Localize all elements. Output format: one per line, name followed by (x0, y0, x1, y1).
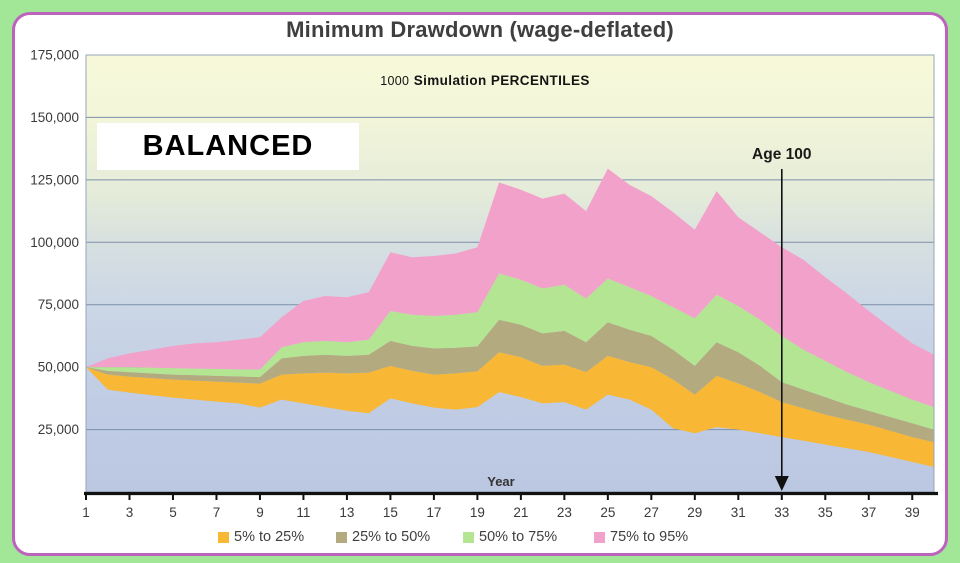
x-axis: 1 3 5 7 9 11 13 15 17 19 21 23 25 27 29 31 33 35 37 39 (82, 491, 938, 520)
x-axis-title: Year (487, 474, 515, 489)
legend-item-5-25: 5% to 25% (218, 527, 304, 547)
svg-text:31: 31 (731, 505, 746, 520)
svg-text:1: 1 (82, 505, 90, 520)
band-50-to-75- (86, 273, 934, 430)
legend-label: 5% to 25% (234, 529, 305, 545)
svg-text:33: 33 (774, 505, 789, 520)
svg-text:175,000: 175,000 (30, 48, 79, 63)
svg-text:37: 37 (861, 505, 876, 520)
svg-text:3: 3 (126, 505, 134, 520)
legend-item-50-75: 50% to 75% (463, 527, 557, 547)
subtitle-text: Simulation PERCENTILES (413, 73, 590, 88)
legend-label: 50% to 75% (479, 529, 558, 545)
svg-text:25: 25 (600, 505, 615, 520)
legend: 5% to 25% 25% to 50% 50% to 75% 75% to 9… (0, 527, 960, 549)
legend-item-25-50: 25% to 50% (336, 527, 430, 547)
svg-text:5: 5 (169, 505, 177, 520)
band-5-to-25- (86, 352, 934, 467)
svg-text:150,000: 150,000 (30, 110, 79, 125)
band-25-to-50- (86, 319, 934, 443)
svg-text:39: 39 (905, 505, 920, 520)
simulation-count: 1000 (380, 74, 410, 88)
svg-text:19: 19 (470, 505, 485, 520)
svg-text:7: 7 (213, 505, 221, 520)
svg-text:15: 15 (383, 505, 398, 520)
svg-text:125,000: 125,000 (30, 172, 79, 187)
svg-text:13: 13 (339, 505, 354, 520)
legend-label: 25% to 50% (352, 529, 431, 545)
legend-swatch-olive (336, 531, 347, 543)
svg-text:17: 17 (426, 505, 441, 520)
percentile-bands (86, 168, 934, 467)
chart-title: Minimum Drawdown (wage-deflated) (286, 17, 674, 42)
svg-text:27: 27 (644, 505, 659, 520)
svg-text:21: 21 (513, 505, 528, 520)
legend-swatch-pink (594, 531, 605, 543)
svg-text:75,000: 75,000 (38, 297, 79, 312)
legend-label: 75% to 95% (610, 529, 689, 545)
y-axis-labels: 25,000 50,000 75,000 100,000 125,000 150,000 1… (30, 48, 79, 438)
svg-text:29: 29 (687, 505, 702, 520)
svg-text:23: 23 (557, 505, 572, 520)
legend-swatch-orange (218, 531, 229, 543)
svg-text:100,000: 100,000 (30, 235, 79, 250)
svg-text:25,000: 25,000 (38, 422, 79, 437)
legend-item-75-95: 75% to 95% (594, 527, 688, 547)
age-annotation-label: Age 100 (752, 146, 812, 163)
legend-swatch-green (463, 531, 474, 543)
chart-subtitle: 1000 Simulation PERCENTILES (61, 72, 909, 90)
scenario-label: BALANCED (97, 123, 359, 170)
svg-text:35: 35 (818, 505, 833, 520)
svg-text:11: 11 (296, 505, 310, 520)
band-75-to-95- (86, 168, 934, 408)
age-annotation (774, 169, 789, 491)
svg-text:9: 9 (256, 505, 264, 520)
svg-text:50,000: 50,000 (38, 360, 79, 375)
